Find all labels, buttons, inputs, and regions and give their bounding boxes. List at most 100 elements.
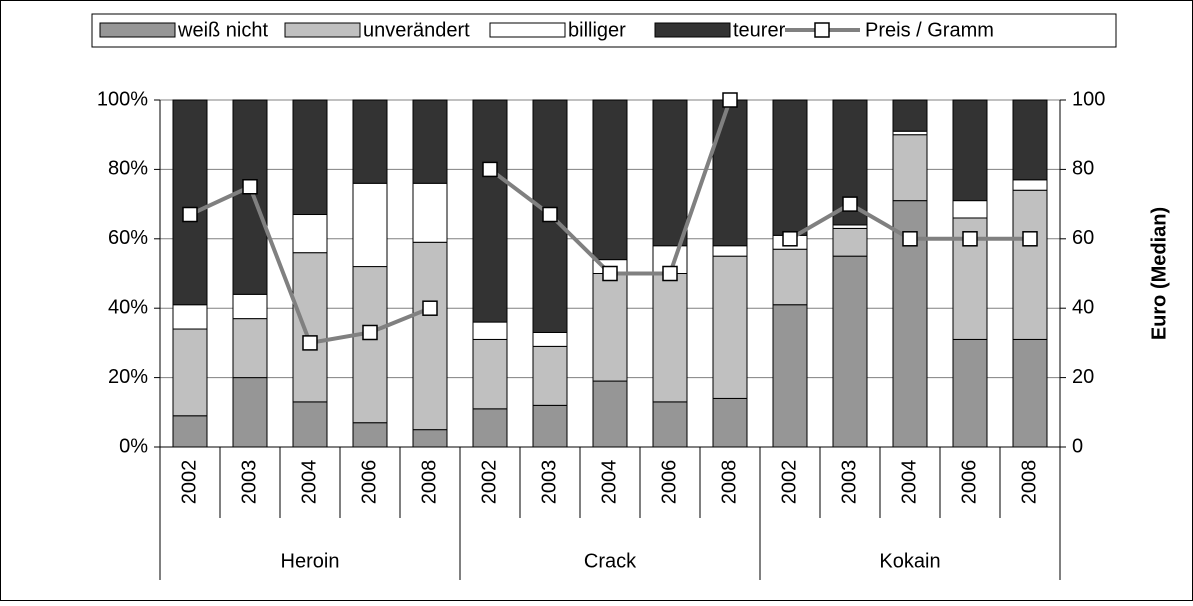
y2-tick-label: 60	[1072, 227, 1094, 249]
bar-segment	[772, 248, 808, 306]
bar-segment	[1012, 338, 1048, 448]
bar-segment	[472, 408, 508, 448]
x-tick-label: 2008	[718, 460, 740, 505]
bar-segment	[472, 321, 508, 340]
bar-segment	[712, 99, 748, 247]
bar-segment	[352, 422, 388, 448]
bar-segment	[652, 99, 688, 247]
bar-segment	[292, 401, 328, 448]
y-tick-label: 40%	[108, 296, 148, 318]
bar-segment	[712, 245, 748, 257]
bar-segment	[232, 99, 268, 295]
y-tick-label: 60%	[108, 227, 148, 249]
price-marker	[722, 92, 738, 108]
bar-segment	[292, 214, 328, 254]
bar-segment	[352, 266, 388, 424]
legend-marker	[814, 22, 830, 38]
group-label: Kokain	[879, 550, 940, 572]
bar-segment	[772, 99, 808, 236]
legend-swatch	[654, 22, 731, 38]
legend-swatch	[284, 22, 361, 38]
price-marker	[422, 300, 438, 316]
bar-segment	[172, 304, 208, 330]
y-tick-label: 0%	[119, 435, 148, 457]
x-tick-label: 2008	[418, 460, 440, 505]
legend-box	[91, 13, 1117, 48]
bar-segment	[352, 182, 388, 268]
bar-segment	[892, 134, 928, 202]
price-marker	[842, 196, 858, 212]
legend-label: billiger	[568, 19, 626, 41]
legend-label: teurer	[733, 19, 786, 41]
bar-segment	[832, 224, 868, 229]
y-tick-label: 100%	[97, 88, 148, 110]
legend-label: Preis / Gramm	[865, 19, 994, 41]
price-marker	[362, 324, 378, 341]
x-tick-label: 2006	[658, 460, 680, 505]
bar-segment	[832, 255, 868, 448]
price-marker	[902, 231, 918, 247]
bar-segment	[232, 293, 268, 320]
bar-segment	[592, 99, 628, 261]
legend-label: unverändert	[363, 19, 470, 41]
bar-segment	[172, 415, 208, 448]
x-tick-label: 2006	[958, 460, 980, 505]
y2-tick-label: 40	[1072, 296, 1094, 318]
x-tick-label: 2002	[178, 460, 200, 505]
price-marker	[182, 206, 198, 223]
x-tick-label: 2002	[778, 460, 800, 505]
x-tick-label: 2004	[598, 460, 620, 505]
bar-segment	[712, 397, 748, 448]
legend-swatch	[99, 22, 176, 38]
y2-tick-label: 0	[1072, 435, 1083, 457]
bar-segment	[532, 331, 568, 347]
bar-segment	[832, 99, 868, 226]
y-tick-label: 20%	[108, 366, 148, 388]
group-label: Crack	[584, 550, 637, 572]
x-tick-label: 2003	[838, 460, 860, 505]
y2-tick-label: 80	[1072, 158, 1094, 180]
x-tick-label: 2002	[478, 460, 500, 505]
bar-segment	[412, 99, 448, 184]
bar-segment	[532, 345, 568, 406]
bar-segment	[652, 401, 688, 448]
price-marker	[242, 179, 258, 195]
bar-segment	[952, 99, 988, 202]
bar-segment	[952, 338, 988, 448]
legend-label: weiß nicht	[177, 19, 268, 41]
bar-segment	[352, 99, 388, 184]
bar-segment	[892, 99, 928, 132]
price-marker	[962, 231, 978, 247]
x-tick-label: 2004	[898, 460, 920, 505]
price-marker	[602, 265, 618, 282]
y2-tick-label: 20	[1072, 366, 1094, 388]
bar-segment	[412, 241, 448, 431]
price-marker	[1022, 231, 1038, 247]
price-marker	[482, 161, 498, 178]
bar-segment	[292, 99, 328, 216]
bar-segment	[772, 304, 808, 448]
bar-segment	[1012, 99, 1048, 181]
price-marker	[662, 265, 678, 282]
bar-segment	[712, 255, 748, 399]
y-tick-label: 80%	[108, 158, 148, 180]
bar-segment	[1012, 179, 1048, 191]
price-marker	[782, 231, 798, 247]
price-marker	[542, 206, 558, 223]
bar-segment	[232, 318, 268, 379]
bar-segment	[832, 227, 868, 257]
bar-segment	[592, 273, 628, 382]
bar-segment	[472, 338, 508, 410]
bar-segment	[892, 130, 928, 136]
x-tick-label: 2003	[238, 460, 260, 505]
bar-segment	[592, 380, 628, 448]
legend-swatch	[489, 22, 566, 38]
bar-segment	[952, 200, 988, 219]
bar-segment	[172, 99, 208, 306]
bar-segment	[532, 404, 568, 448]
price-marker	[302, 335, 318, 351]
bar-segment	[472, 99, 508, 323]
y2-tick-label: 100	[1072, 88, 1105, 110]
bar-segment	[172, 328, 208, 417]
